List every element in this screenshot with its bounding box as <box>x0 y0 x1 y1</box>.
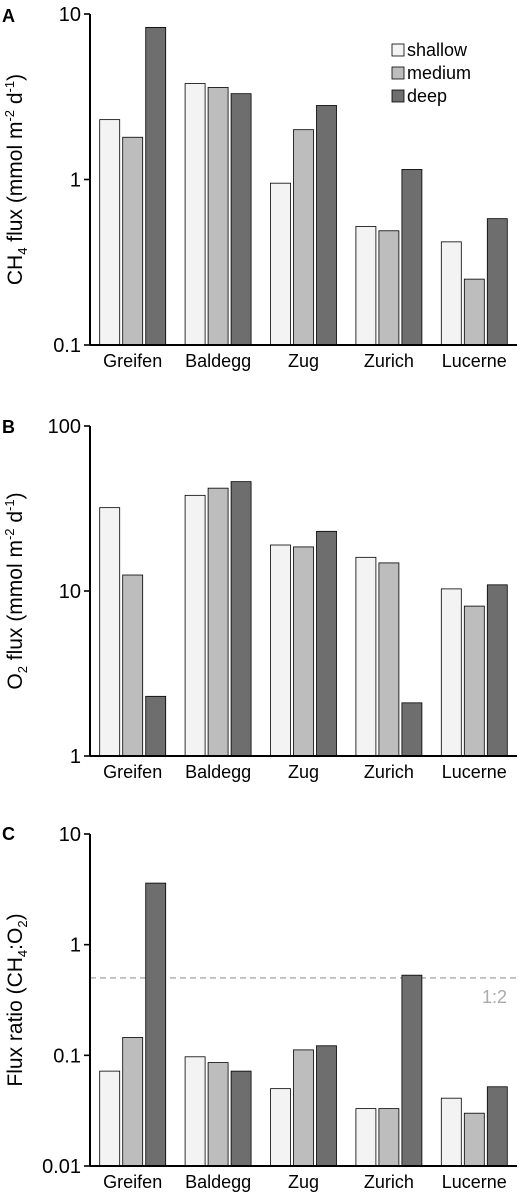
bar-greifen-shallow <box>99 507 121 757</box>
bar-zug-deep <box>316 530 337 757</box>
bar-baldegg-shallow <box>184 494 206 757</box>
category-label: Zug <box>288 762 319 782</box>
bar-zurich-shallow <box>355 226 377 346</box>
bar-zug-shallow <box>270 544 291 757</box>
bar-baldegg-shallow <box>184 1056 206 1167</box>
legend-label-deep: deep <box>407 86 447 106</box>
bar-greifen-deep <box>145 882 167 1167</box>
y-tick-label: 1 <box>70 170 81 192</box>
y-axis-label: Flux ratio (CH4:O2) <box>4 913 30 1086</box>
category-label: Baldegg <box>185 762 251 782</box>
y-tick-label: 10 <box>59 824 81 846</box>
y-axis-label: O2 flux (mmol m-2 d-1) <box>2 492 30 689</box>
y-tick-label: 0.1 <box>53 335 81 357</box>
bar-zurich-deep <box>401 702 423 757</box>
bar-zug-medium <box>293 546 314 757</box>
bar-greifen-shallow <box>99 1070 121 1167</box>
panel-label: C <box>2 824 15 844</box>
bar-lucerne-deep <box>486 584 508 757</box>
panel-label: A <box>2 6 15 26</box>
legend-swatch-medium <box>391 66 405 80</box>
category-label: Zug <box>288 1172 319 1192</box>
bar-lucerne-medium <box>463 1112 485 1167</box>
bar-zurich-medium <box>378 562 400 757</box>
reference-line-label: 1:2 <box>482 987 507 1007</box>
category-label: Zurich <box>364 351 414 371</box>
bar-baldegg-shallow <box>184 83 206 346</box>
bar-greifen-medium <box>122 1037 144 1167</box>
y-tick-label: 0.1 <box>53 1045 81 1067</box>
legend-swatch-deep <box>391 89 405 103</box>
category-label: Zurich <box>364 762 414 782</box>
bar-zurich-medium <box>378 1108 400 1167</box>
bar-lucerne-shallow <box>440 588 462 757</box>
bar-greifen-medium <box>122 136 144 346</box>
category-label: Lucerne <box>442 1172 507 1192</box>
chart-panel-B: B Greifen Baldegg Zug Zurich Lucerne 1 10 100 O2 … <box>2 416 517 782</box>
bar-baldegg-medium <box>207 1062 229 1167</box>
bar-zug-deep <box>316 105 337 346</box>
bar-lucerne-deep <box>486 1086 508 1167</box>
y-tick-label: 0.01 <box>42 1156 81 1178</box>
bar-zurich-medium <box>378 230 400 346</box>
category-label: Zug <box>288 351 319 371</box>
panel-label: B <box>2 417 15 437</box>
bar-baldegg-medium <box>207 487 229 757</box>
bar-lucerne-medium <box>463 605 485 757</box>
y-tick-label: 1 <box>70 746 81 768</box>
category-label: Greifen <box>103 351 162 371</box>
legend-swatch-shallow <box>391 43 405 57</box>
bar-lucerne-medium <box>463 278 485 346</box>
bar-zurich-deep <box>401 974 423 1167</box>
category-label: Greifen <box>103 1172 162 1192</box>
bar-greifen-medium <box>122 574 144 757</box>
legend-label-shallow: shallow <box>407 40 468 60</box>
y-tick-label: 10 <box>59 581 81 603</box>
bar-baldegg-deep <box>230 1070 252 1167</box>
legend-label-medium: medium <box>407 63 471 83</box>
chart-panel-C: C 1:2 Greifen Baldegg Zug Zurich Lucerne 0.01 0.… <box>2 824 517 1192</box>
bar-zurich-shallow <box>355 1108 377 1167</box>
bar-baldegg-deep <box>230 93 252 346</box>
bar-zurich-deep <box>401 169 423 346</box>
y-tick-label: 10 <box>59 4 81 26</box>
bar-greifen-deep <box>145 26 167 346</box>
bar-greifen-deep <box>145 695 167 757</box>
chart-panel-A: A Greifen Baldegg Zug Zurich Lucerne 0.1 1 10 CH4… <box>2 4 517 371</box>
y-tick-label: 1 <box>70 935 81 957</box>
bar-lucerne-deep <box>486 218 508 346</box>
bar-lucerne-shallow <box>440 241 462 346</box>
category-label: Zurich <box>364 1172 414 1192</box>
bar-lucerne-shallow <box>440 1097 462 1167</box>
category-label: Baldegg <box>185 1172 251 1192</box>
bar-zug-shallow <box>270 1088 291 1167</box>
category-label: Lucerne <box>442 762 507 782</box>
bar-greifen-shallow <box>99 119 121 346</box>
bar-baldegg-medium <box>207 87 229 346</box>
bar-zug-shallow <box>270 182 291 346</box>
bar-baldegg-deep <box>230 481 252 757</box>
category-label: Lucerne <box>442 351 507 371</box>
category-label: Baldegg <box>185 351 251 371</box>
bar-zug-medium <box>293 129 314 346</box>
y-axis-label: CH4 flux (mmol m-2 d-1) <box>2 74 30 285</box>
bar-zug-deep <box>316 1045 337 1167</box>
bar-zug-medium <box>293 1049 314 1167</box>
y-tick-label: 100 <box>48 416 81 438</box>
bar-zurich-shallow <box>355 556 377 757</box>
category-label: Greifen <box>103 762 162 782</box>
